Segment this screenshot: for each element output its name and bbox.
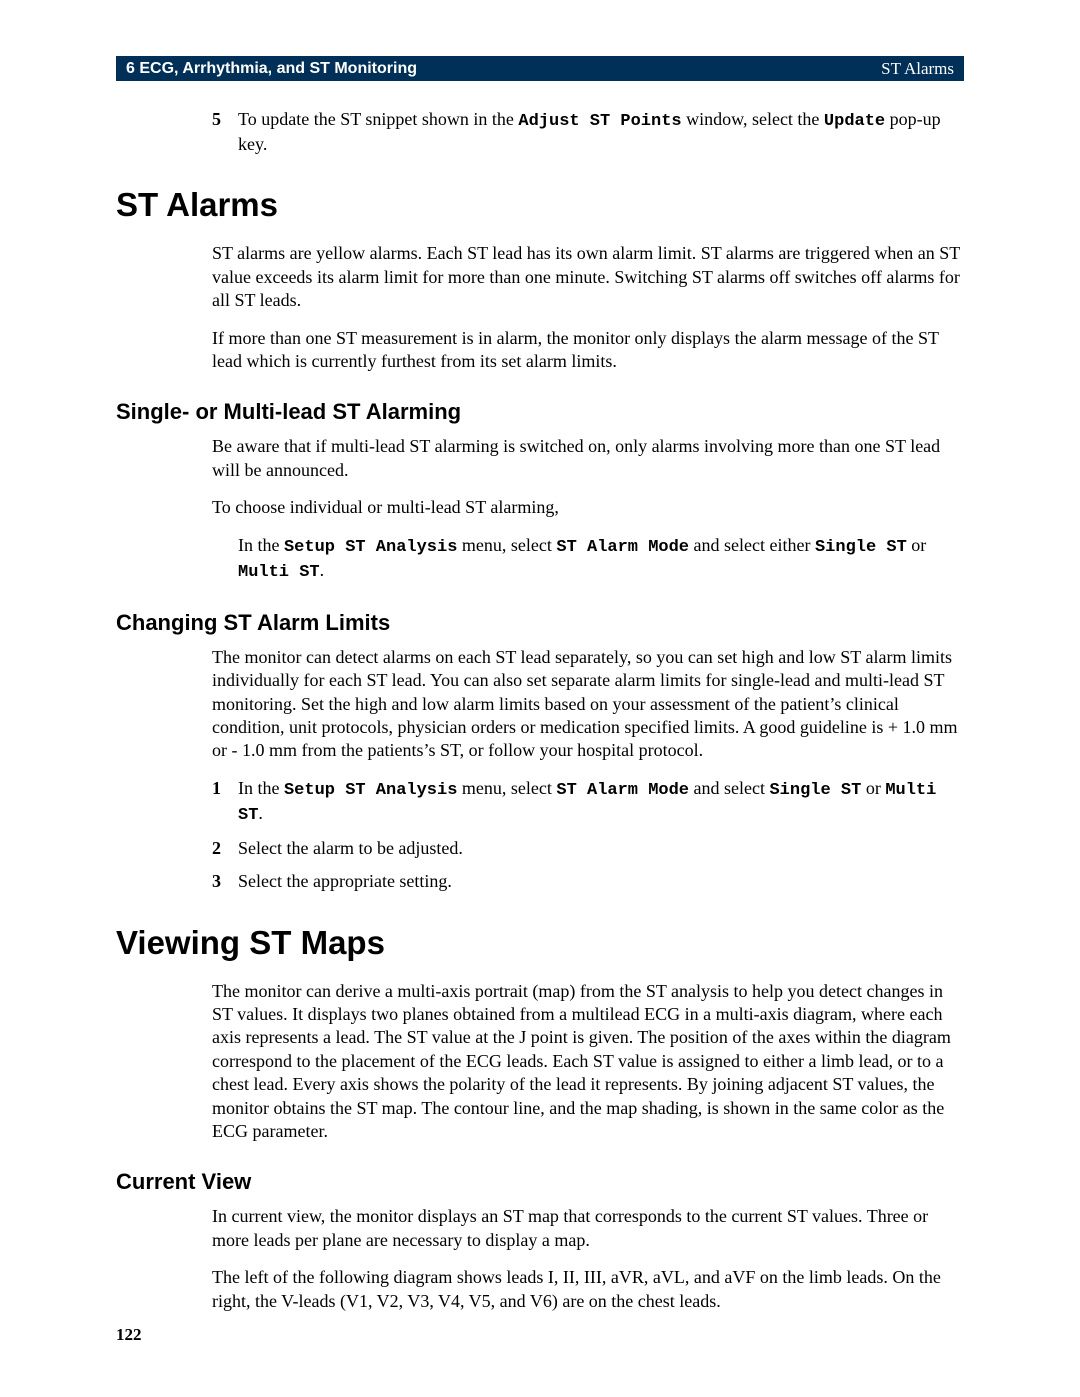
st-alarms-body: ST alarms are yellow alarms. Each ST lea… (212, 242, 964, 373)
heading-viewing-maps: Viewing ST Maps (116, 924, 964, 962)
instruction: In the Setup ST Analysis menu, select ST… (238, 534, 964, 584)
paragraph: The monitor can detect alarms on each ST… (212, 646, 964, 763)
step-number: 2 (212, 837, 238, 860)
step-item: 5 To update the ST snippet shown in the … (212, 108, 964, 156)
header-right: ST Alarms (881, 59, 954, 79)
step-text: Select the appropriate setting. (238, 870, 964, 893)
mono-term: Setup ST Analysis (284, 538, 457, 557)
heading-current-view: Current View (116, 1169, 964, 1195)
intro-step-block: 5 To update the ST snippet shown in the … (212, 108, 964, 156)
chapter-number: 6 (126, 60, 135, 77)
header-bar: 6 ECG, Arrhythmia, and ST Monitoring ST … (116, 56, 964, 81)
text-fragment: . (258, 803, 263, 823)
text-fragment: To update the ST snippet shown in the (238, 109, 518, 129)
mono-term: Multi ST (238, 563, 320, 582)
mono-term: Single ST (769, 781, 861, 800)
text-fragment: menu, select (457, 778, 556, 798)
text-fragment: or (907, 535, 927, 555)
changing-limits-body: The monitor can detect alarms on each ST… (212, 646, 964, 894)
text-fragment: In the (238, 535, 284, 555)
document-page: 6 ECG, Arrhythmia, and ST Monitoring ST … (0, 0, 1080, 1397)
paragraph: ST alarms are yellow alarms. Each ST lea… (212, 242, 964, 312)
step-item: 3 Select the appropriate setting. (212, 870, 964, 893)
step-number: 3 (212, 870, 238, 893)
paragraph: Be aware that if multi-lead ST alarming … (212, 435, 964, 482)
text-fragment: and select (689, 778, 769, 798)
mono-term: ST Alarm Mode (556, 781, 689, 800)
page-content: 5 To update the ST snippet shown in the … (116, 100, 964, 1327)
current-view-body: In current view, the monitor displays an… (212, 1205, 964, 1313)
paragraph: To choose individual or multi-lead ST al… (212, 496, 964, 519)
mono-term: Adjust ST Points (518, 112, 681, 131)
text-fragment: . (320, 560, 325, 580)
step-item: 1 In the Setup ST Analysis menu, select … (212, 777, 964, 827)
heading-single-multi: Single- or Multi-lead ST Alarming (116, 399, 964, 425)
mono-term: Setup ST Analysis (284, 781, 457, 800)
paragraph: The left of the following diagram shows … (212, 1266, 964, 1313)
step-text: Select the alarm to be adjusted. (238, 837, 964, 860)
step-text: To update the ST snippet shown in the Ad… (238, 108, 964, 156)
heading-st-alarms: ST Alarms (116, 186, 964, 224)
step-number: 1 (212, 777, 238, 827)
step-text: In the Setup ST Analysis menu, select ST… (238, 777, 964, 827)
page-number: 122 (116, 1325, 142, 1345)
chapter-title: ECG, Arrhythmia, and ST Monitoring (139, 60, 417, 77)
text-fragment: In the (238, 778, 284, 798)
text-fragment: window, select the (682, 109, 824, 129)
mono-term: Single ST (815, 538, 907, 557)
heading-changing-limits: Changing ST Alarm Limits (116, 610, 964, 636)
paragraph: If more than one ST measurement is in al… (212, 327, 964, 374)
step-item: 2 Select the alarm to be adjusted. (212, 837, 964, 860)
header-left: 6 ECG, Arrhythmia, and ST Monitoring (126, 60, 417, 78)
single-multi-body: Be aware that if multi-lead ST alarming … (212, 435, 964, 583)
text-fragment: or (861, 778, 885, 798)
paragraph: In current view, the monitor displays an… (212, 1205, 964, 1252)
step-number: 5 (212, 108, 238, 156)
mono-term: Update (824, 112, 885, 131)
text-fragment: and select either (689, 535, 815, 555)
paragraph: The monitor can derive a multi-axis port… (212, 980, 964, 1144)
mono-term: ST Alarm Mode (556, 538, 689, 557)
text-fragment: menu, select (457, 535, 556, 555)
viewing-maps-body: The monitor can derive a multi-axis port… (212, 980, 964, 1144)
